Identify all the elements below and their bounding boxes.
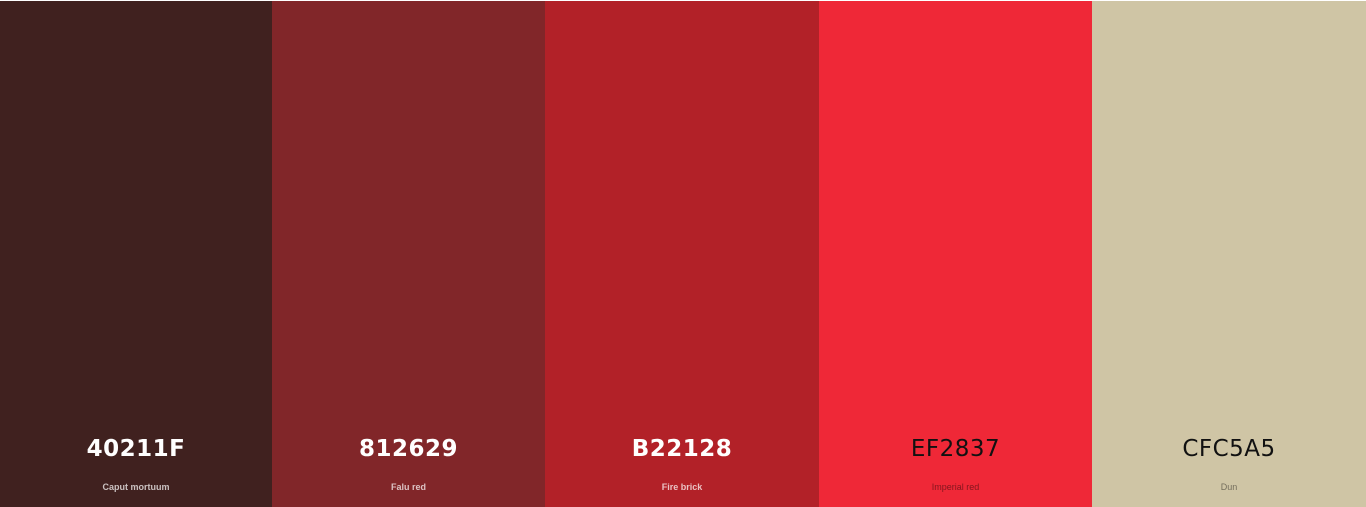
color-name: Falu red [390, 482, 426, 492]
hex-code[interactable]: EF2837 [910, 436, 1001, 462]
color-swatch-fire-brick[interactable]: B22128 Fire brick [545, 1, 819, 507]
hex-code[interactable]: 40211F [86, 436, 186, 462]
hex-code[interactable]: B22128 [631, 436, 733, 462]
color-name: Imperial red [931, 482, 980, 492]
color-swatch-falu-red[interactable]: 812629 Falu red [272, 1, 545, 507]
color-swatch-dun[interactable]: CFC5A5 Dun [1092, 1, 1366, 507]
color-swatch-imperial-red[interactable]: EF2837 Imperial red [819, 1, 1092, 507]
color-swatch-caput-mortuum[interactable]: 40211F Caput mortuum [0, 1, 272, 507]
hex-code[interactable]: 812629 [358, 436, 459, 462]
color-name: Caput mortuum [102, 482, 170, 492]
color-name: Fire brick [661, 482, 703, 492]
color-name: Dun [1220, 482, 1238, 492]
hex-code[interactable]: CFC5A5 [1182, 436, 1276, 462]
